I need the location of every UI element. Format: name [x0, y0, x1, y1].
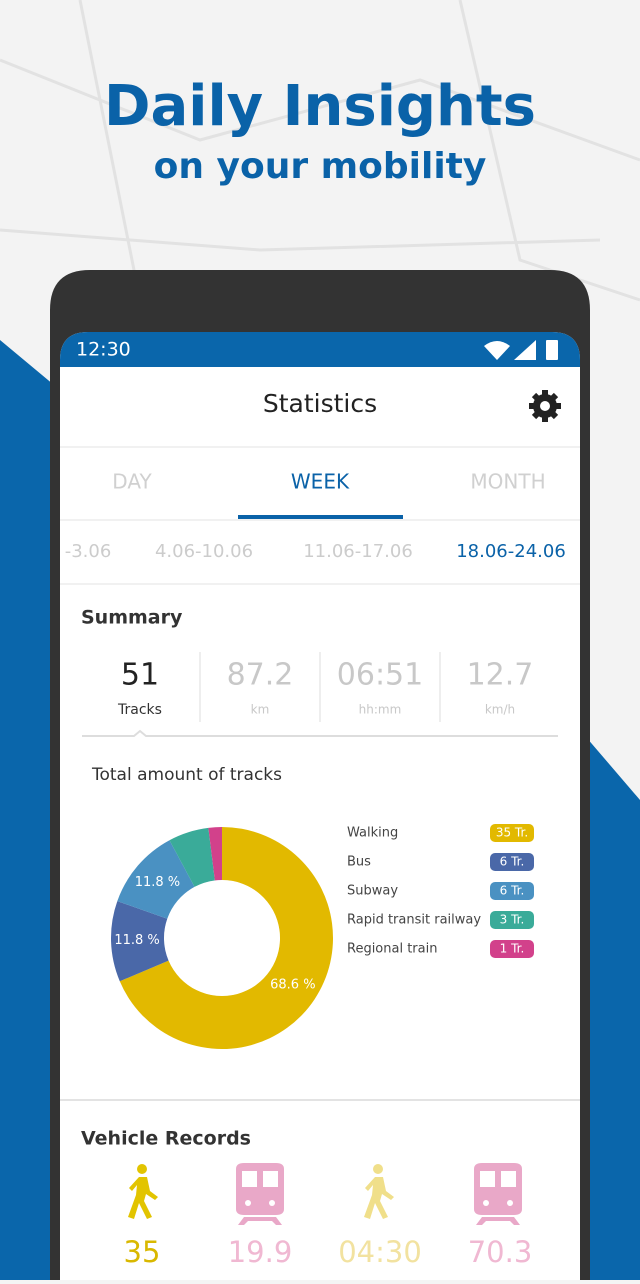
stat-unit: Tracks: [117, 702, 162, 718]
legend-value: 35 Tr.: [496, 826, 528, 840]
tab[interactable]: WEEK: [291, 470, 350, 494]
legend-label: Regional train: [347, 942, 437, 957]
header-title: Statistics: [263, 389, 377, 418]
legend-badge: [490, 911, 534, 929]
date-range[interactable]: 18.06-24.06: [456, 541, 566, 562]
legend-value: 3 Tr.: [500, 913, 525, 927]
stat-value: 06:51: [337, 658, 423, 693]
donut-slice: [119, 827, 333, 1049]
status-icons: [484, 340, 558, 360]
donut-chart: 68.6 % 11.8 % 11.8 %: [111, 827, 333, 1049]
legend-badge: [490, 853, 534, 871]
donut-slice: [169, 827, 215, 887]
stat-unit: hh:mm: [359, 703, 402, 717]
record-value: 19.9: [228, 1235, 293, 1269]
blue-shape: [0, 340, 60, 1280]
date-range[interactable]: -3.06: [65, 541, 112, 562]
donut-slice: [111, 901, 169, 982]
legend-badge: [490, 940, 534, 958]
slice-label: 11.8 %: [114, 933, 159, 948]
donut-slice: [208, 827, 222, 881]
section-title: Vehicle Records: [81, 1128, 251, 1150]
stat-value: 51: [121, 658, 159, 693]
legend-value: 6 Tr.: [500, 855, 525, 869]
record-value: 70.3: [468, 1235, 533, 1269]
date-range[interactable]: 11.06-17.06: [303, 541, 413, 562]
chart-title: Total amount of tracks: [91, 765, 282, 785]
stat-value: 12.7: [467, 658, 534, 693]
record-value: 04:30: [338, 1235, 422, 1269]
stat-value: 87.2: [227, 658, 294, 693]
legend-label: Subway: [347, 884, 398, 899]
legend-label: Bus: [347, 855, 371, 870]
stat-separators: [199, 652, 441, 722]
promo-title: Daily Insights: [104, 74, 536, 139]
legend-badge: [490, 882, 534, 900]
status-bar: [60, 332, 580, 367]
status-time: 12:30: [76, 339, 131, 361]
legend-label: Walking: [347, 826, 398, 841]
record-value: 35: [124, 1235, 161, 1269]
map-lines: [0, 0, 640, 302]
section-title: Summary: [81, 607, 183, 629]
legend-value: 1 Tr.: [500, 942, 525, 956]
tab-indicator: [238, 515, 403, 519]
legend-value: 6 Tr.: [500, 884, 525, 898]
legend-label: Rapid transit railway: [347, 913, 481, 928]
date-range[interactable]: 4.06-10.06: [155, 541, 253, 562]
donut-slice: [117, 840, 195, 919]
tab[interactable]: MONTH: [470, 470, 545, 494]
stat-underline: [82, 729, 558, 737]
legend-badge: [490, 824, 534, 842]
slice-label: 68.6 %: [270, 977, 315, 992]
settings-button[interactable]: [529, 390, 561, 422]
slice-label: 11.8 %: [135, 875, 180, 890]
promo-subtitle: on your mobility: [154, 146, 487, 187]
stat-unit: km/h: [485, 703, 515, 717]
blue-shape: [580, 730, 640, 1280]
stat-unit: km: [251, 703, 270, 717]
donut-hole: [176, 892, 268, 984]
tab[interactable]: DAY: [112, 470, 152, 494]
